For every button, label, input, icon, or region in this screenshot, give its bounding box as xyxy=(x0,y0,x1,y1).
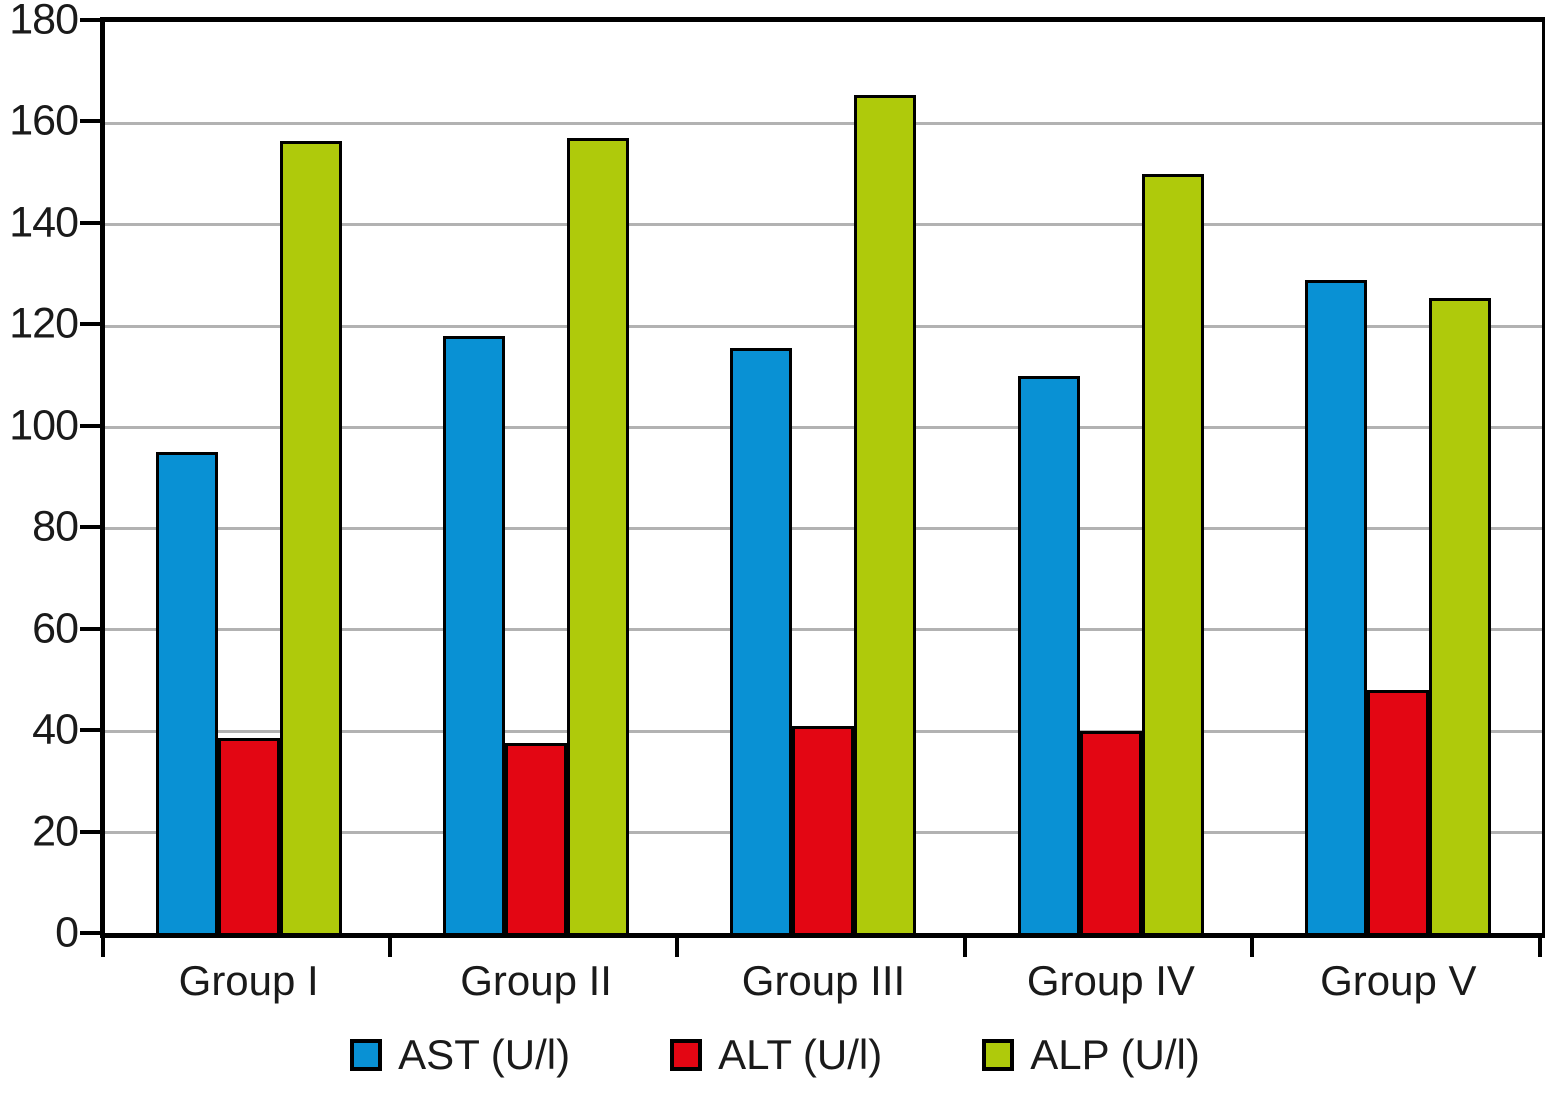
bar-alt-group-ii xyxy=(505,743,568,933)
bar-alp-group-v xyxy=(1429,297,1492,933)
x-label-group-i: Group I xyxy=(178,957,319,1004)
gridline-y-140 xyxy=(105,223,1542,227)
bar-alt-group-v xyxy=(1367,690,1430,933)
legend-label-alt: ALT (U/l) xyxy=(718,1031,883,1078)
x-label-group-v: Group V xyxy=(1320,957,1477,1004)
bar-group-group-iv xyxy=(967,22,1254,933)
y-tick-0 xyxy=(80,931,100,935)
y-tick-60 xyxy=(80,626,100,631)
bar-group-group-iii xyxy=(680,22,967,933)
legend-swatch-ast xyxy=(350,1039,383,1071)
y-tick-160 xyxy=(80,119,100,123)
y-tick-140 xyxy=(80,220,100,225)
y-tick-80 xyxy=(80,525,100,529)
y-tick-label-40: 40 xyxy=(32,705,79,754)
y-tick-180 xyxy=(80,17,100,22)
bar-ast-group-iv xyxy=(1017,376,1080,933)
y-tick-label-160: 160 xyxy=(9,96,79,145)
gridline-y-120 xyxy=(105,324,1542,328)
gridline-y-80 xyxy=(105,527,1542,531)
y-tick-120 xyxy=(80,322,100,326)
bar-ast-group-iii xyxy=(730,348,793,933)
gridline-y-160 xyxy=(105,122,1542,126)
y-tick-40 xyxy=(80,728,100,732)
bar-group-group-i xyxy=(105,22,392,933)
legend-swatch-alp xyxy=(982,1039,1015,1071)
bar-group-group-ii xyxy=(392,22,679,933)
x-tick-0 xyxy=(100,933,105,957)
bar-ast-group-i xyxy=(155,452,218,933)
x-label-group-iii: Group III xyxy=(741,957,906,1004)
x-label-group-ii: Group II xyxy=(460,957,612,1004)
gridline-y-100 xyxy=(105,425,1542,429)
bar-alp-group-ii xyxy=(567,138,630,933)
x-tick-2 xyxy=(675,933,680,957)
plot-area xyxy=(100,17,1545,938)
legend-item-alp: ALP (U/l) xyxy=(982,1034,1200,1076)
legend-label-alp: ALP (U/l) xyxy=(1030,1031,1200,1078)
legend: AST (U/l) ALT (U/l) ALP (U/l) xyxy=(0,1034,1550,1076)
x-tick-3 xyxy=(962,933,967,957)
y-tick-100 xyxy=(80,423,100,428)
y-tick-label-120: 120 xyxy=(9,299,79,348)
bar-ast-group-ii xyxy=(443,335,506,933)
y-tick-label-80: 80 xyxy=(32,502,79,551)
y-tick-label-0: 0 xyxy=(55,908,79,957)
y-tick-label-60: 60 xyxy=(32,604,79,652)
legend-label-ast: AST (U/l) xyxy=(398,1031,571,1078)
bar-alp-group-iv xyxy=(1141,173,1204,933)
bar-ast-group-v xyxy=(1305,280,1368,933)
y-tick-label-100: 100 xyxy=(9,401,79,449)
x-tick-4 xyxy=(1250,933,1255,957)
x-tick-5 xyxy=(1537,933,1542,957)
x-label-group-iv: Group IV xyxy=(1026,957,1195,1004)
bar-alp-group-iii xyxy=(854,95,917,933)
legend-swatch-alt xyxy=(670,1039,703,1071)
bar-alt-group-i xyxy=(217,738,280,933)
plot-inner xyxy=(105,22,1542,933)
y-tick-20 xyxy=(80,829,100,834)
legend-item-ast: AST (U/l) xyxy=(350,1034,570,1076)
bar-alt-group-iv xyxy=(1079,730,1142,933)
x-tick-1 xyxy=(387,933,392,957)
gridline-y-60 xyxy=(105,628,1542,632)
legend-item-alt: ALT (U/l) xyxy=(670,1034,882,1076)
bar-group-group-v xyxy=(1255,22,1542,933)
y-tick-label-140: 140 xyxy=(9,198,79,246)
y-tick-label-20: 20 xyxy=(32,807,79,855)
bar-alp-group-i xyxy=(279,140,342,933)
y-tick-label-180: 180 xyxy=(9,0,79,43)
bar-alt-group-iii xyxy=(792,725,855,933)
